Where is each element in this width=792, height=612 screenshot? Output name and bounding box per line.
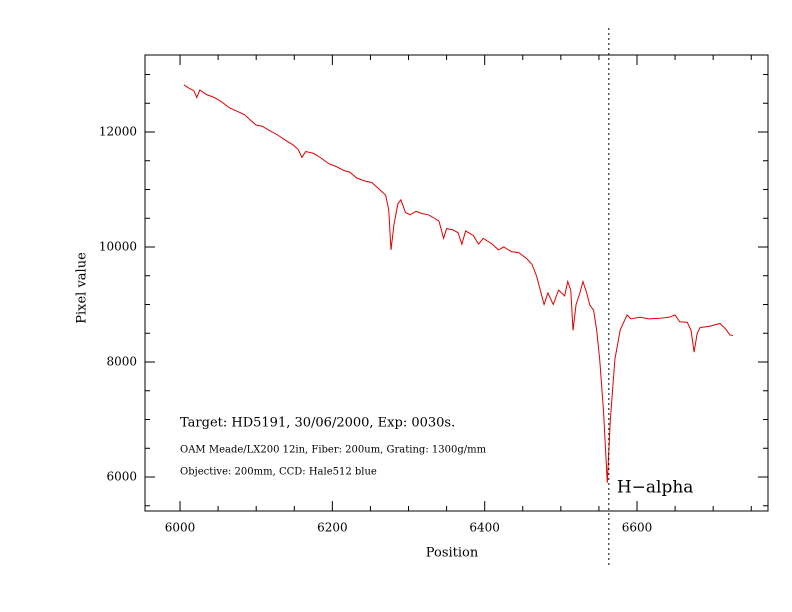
plot-frame <box>144 54 769 512</box>
y-tick-label: 6000 <box>106 470 137 484</box>
x-tick-label: 6400 <box>469 521 500 535</box>
y-tick-label: 12000 <box>99 124 137 138</box>
y-axis-label: Pixel value <box>75 252 90 324</box>
annotation: OAM Meade/LX200 12in, Fiber: 200um, Grat… <box>180 445 487 456</box>
spectrum-line <box>183 84 734 483</box>
y-tick-label: 10000 <box>99 240 137 254</box>
h-alpha-label: H−alpha <box>617 478 694 498</box>
annotation: Target: HD5191, 30/06/2000, Exp: 0030s. <box>180 416 455 431</box>
x-tick-label: 6200 <box>317 521 348 535</box>
x-tick-label: 6600 <box>622 521 653 535</box>
y-tick-label: 8000 <box>106 355 137 369</box>
annotation: Objective: 200mm, CCD: Hale512 blue <box>180 467 377 478</box>
x-axis-label: Position <box>426 546 479 561</box>
x-tick-label: 6000 <box>165 521 196 535</box>
